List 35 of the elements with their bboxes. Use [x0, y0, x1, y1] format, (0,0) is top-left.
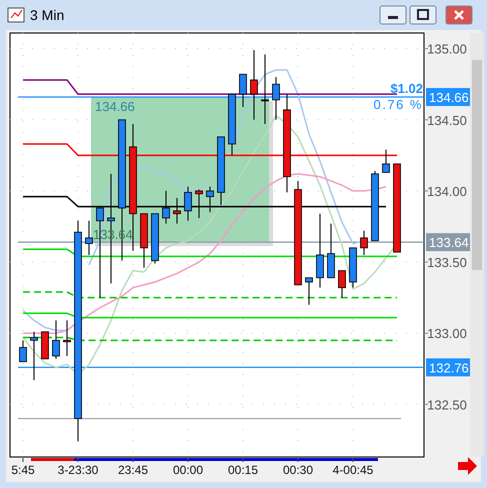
candlestick: [382, 149, 390, 173]
candlestick: [239, 74, 247, 108]
annotation: $1.02: [390, 81, 423, 96]
y-tick-label: 135.00: [427, 42, 467, 57]
candlestick: [250, 50, 258, 120]
chart-title: 3 Min: [30, 7, 64, 23]
y-tick-label: 132.50: [427, 397, 467, 412]
annotation: 0.76 %: [374, 97, 423, 112]
candlestick: [63, 320, 71, 356]
x-tick-label: 00:15: [228, 463, 258, 477]
y-tick-label: 133.50: [427, 255, 467, 270]
candlestick: [30, 331, 38, 381]
annotation: 134.66: [95, 99, 135, 114]
x-tick-label: 00:30: [282, 463, 314, 477]
x-tick-label: 4-00:45: [332, 463, 374, 477]
ref-line-label: 134.66: [429, 90, 469, 106]
candlestick: [305, 277, 313, 306]
ref-line-label: 133.64: [429, 235, 469, 250]
candlestick: [338, 270, 346, 298]
candlestick: [19, 340, 27, 362]
candlestick: [52, 320, 60, 360]
candlestick: [360, 230, 368, 256]
candlestick: [316, 213, 324, 288]
candlestick: [272, 76, 280, 120]
x-tick-label: 5:45: [11, 463, 35, 477]
x-tick-label: 00:00: [172, 463, 204, 477]
line-series: [22, 173, 387, 334]
candlestick: [261, 54, 269, 125]
ref-line-label: 132.76: [429, 360, 469, 376]
y-tick-label: 134.50: [427, 112, 467, 128]
y-tick-label: 133.00: [427, 326, 467, 342]
x-tick-label: 23:45: [118, 463, 148, 477]
x-tick-label: 3-23:30: [58, 463, 99, 477]
y-tick-label: 134.00: [427, 184, 467, 199]
candlestick: [85, 220, 93, 256]
